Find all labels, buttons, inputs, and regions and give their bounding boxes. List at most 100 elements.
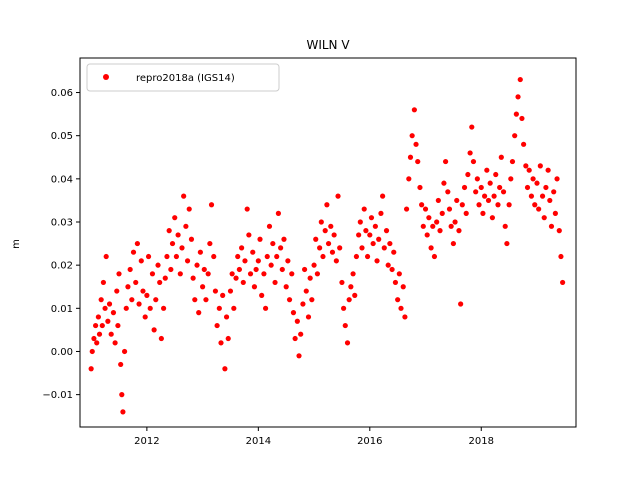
data-point: [337, 245, 343, 251]
data-point: [153, 297, 159, 303]
data-point: [480, 210, 486, 216]
data-point: [498, 154, 504, 160]
data-point: [311, 262, 317, 268]
data-point: [506, 202, 512, 208]
data-point: [445, 189, 451, 195]
data-point: [89, 348, 95, 355]
data-point: [424, 232, 430, 238]
data-point: [458, 301, 464, 307]
data-point: [129, 297, 135, 303]
data-point: [487, 180, 493, 186]
data-point: [476, 202, 482, 208]
data-point: [331, 232, 337, 238]
data-point: [381, 245, 387, 251]
data-point: [428, 245, 434, 251]
x-tick-label: 2012: [134, 436, 159, 447]
data-point: [194, 262, 200, 268]
data-point: [218, 340, 224, 346]
data-point: [161, 305, 167, 311]
data-point: [320, 253, 326, 260]
data-point: [341, 305, 347, 311]
data-point: [495, 202, 501, 208]
data-point: [385, 262, 391, 268]
data-point: [314, 271, 321, 277]
data-point: [270, 240, 276, 247]
data-point: [485, 197, 492, 204]
data-point: [251, 284, 258, 290]
data-point: [324, 202, 330, 208]
data-point: [434, 219, 440, 225]
data-point: [515, 94, 521, 100]
data-point: [409, 133, 415, 139]
data-point: [402, 314, 408, 320]
data-point: [435, 197, 441, 204]
data-point: [145, 253, 152, 260]
data-point: [537, 163, 543, 169]
data-point: [227, 288, 234, 294]
data-point: [380, 193, 386, 199]
data-point: [346, 297, 352, 303]
data-point: [363, 228, 369, 234]
y-tick-label: 0.01: [51, 304, 73, 315]
data-point: [333, 258, 339, 264]
data-point: [274, 253, 280, 260]
data-point: [450, 240, 456, 247]
data-point: [242, 258, 248, 264]
data-point: [353, 253, 360, 260]
data-point: [231, 305, 237, 311]
data-point: [283, 284, 289, 290]
data-point: [292, 335, 298, 342]
data-point: [98, 297, 104, 303]
data-point: [411, 107, 417, 113]
data-point: [465, 171, 471, 178]
data-point: [318, 219, 324, 225]
data-point: [108, 331, 114, 337]
data-point: [422, 206, 429, 212]
data-point: [244, 206, 250, 212]
data-point: [201, 266, 207, 273]
data-point: [115, 322, 121, 329]
data-point: [547, 197, 553, 204]
data-point: [478, 184, 484, 191]
data-point: [255, 258, 261, 264]
data-point: [175, 232, 181, 238]
y-tick-label: 0.00: [51, 347, 73, 358]
data-point: [200, 284, 206, 290]
data-point: [168, 266, 174, 273]
data-point: [158, 335, 164, 342]
data-point: [378, 210, 384, 216]
data-point: [196, 310, 202, 316]
data-point: [426, 215, 432, 221]
data-point: [469, 124, 475, 130]
data-point: [467, 150, 473, 156]
data-point: [325, 240, 332, 247]
data-point: [88, 366, 94, 372]
data-point: [491, 193, 497, 199]
data-point: [181, 193, 187, 199]
data-point: [359, 245, 365, 251]
data-point: [162, 275, 168, 281]
data-point: [328, 223, 334, 229]
data-point: [344, 340, 351, 346]
data-point: [419, 202, 425, 208]
data-point: [110, 310, 117, 316]
data-point: [536, 206, 542, 212]
axes-frame: [79, 57, 577, 428]
data-point: [335, 193, 341, 199]
data-point: [147, 305, 153, 311]
data-point: [140, 288, 146, 294]
data-point: [214, 322, 220, 329]
data-point: [207, 240, 213, 247]
y-tick-label: 0.02: [51, 261, 73, 272]
data-point: [229, 271, 235, 277]
data-point: [307, 275, 313, 281]
data-point: [164, 253, 170, 260]
data-point: [239, 245, 245, 251]
data-point: [463, 210, 469, 216]
data-point: [512, 133, 518, 139]
data-point: [350, 271, 356, 277]
data-point: [173, 253, 180, 260]
data-point: [398, 305, 404, 311]
data-point: [272, 279, 278, 286]
data-point: [367, 232, 373, 238]
